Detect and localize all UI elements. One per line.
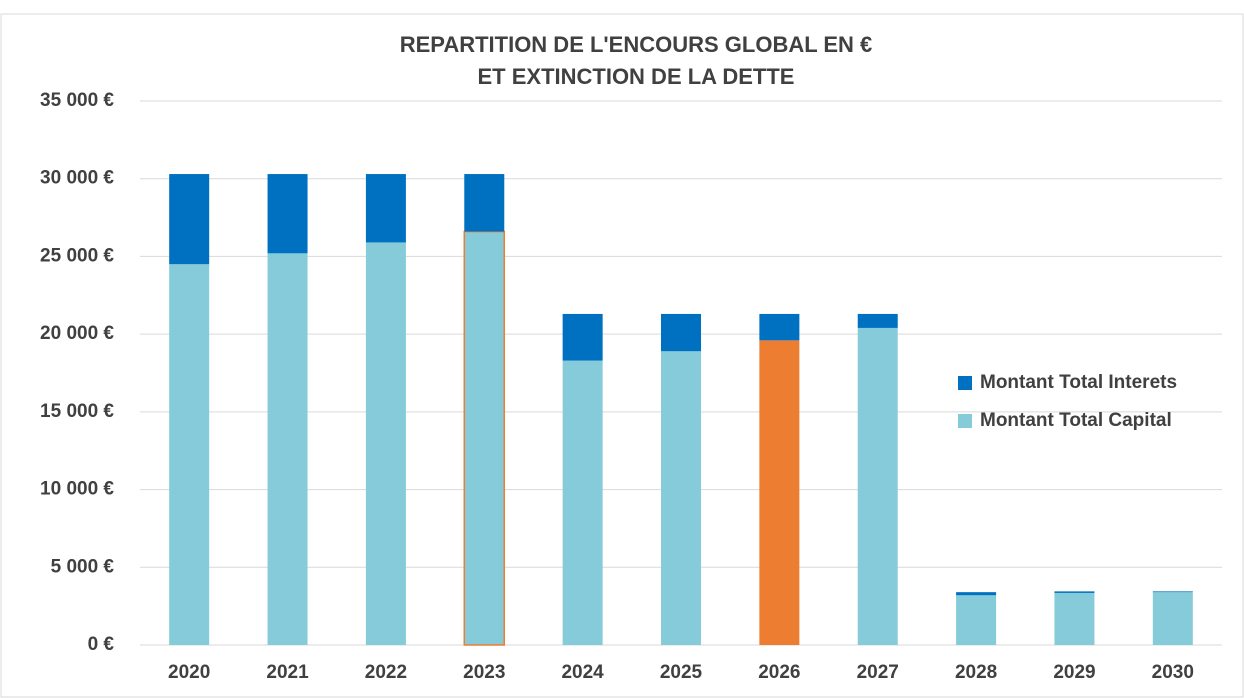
x-tick-label: 2021 xyxy=(266,662,309,683)
x-tick-label: 2028 xyxy=(955,662,997,683)
bar-segment xyxy=(857,327,898,645)
legend-swatch xyxy=(958,376,972,390)
x-tick-label: 2022 xyxy=(365,662,407,683)
bar-segment xyxy=(661,313,701,352)
legend-swatch xyxy=(958,414,972,428)
x-tick-label: 2025 xyxy=(660,662,703,683)
bar-segment xyxy=(562,313,603,361)
y-tick-label: 5 000 € xyxy=(51,556,115,577)
bar-segment xyxy=(661,351,701,645)
legend-label: Montant Total Capital xyxy=(980,410,1172,431)
y-tick-label: 35 000 € xyxy=(40,90,114,111)
bar-segment xyxy=(562,360,603,645)
bar-segment xyxy=(857,313,898,328)
y-tick-label: 20 000 € xyxy=(40,323,114,344)
bar-segment xyxy=(956,595,997,645)
x-tick-label: 2024 xyxy=(561,662,604,683)
bar-segment xyxy=(1152,592,1193,645)
chart-title: ET EXTINCTION DE LA DETTE xyxy=(478,64,795,89)
x-tick-label: 2030 xyxy=(1152,662,1194,683)
bar-segment xyxy=(365,242,406,645)
x-tick-label: 2020 xyxy=(168,662,210,683)
bar-segment xyxy=(1054,591,1095,593)
x-tick-label: 2029 xyxy=(1053,662,1095,683)
bar-segment xyxy=(1054,592,1095,645)
bar-segment xyxy=(463,230,506,646)
y-tick-label: 30 000 € xyxy=(40,168,114,189)
bar-segment xyxy=(365,174,406,243)
bar-segment xyxy=(464,174,505,232)
bar-segment xyxy=(1152,591,1193,593)
y-tick-label: 0 € xyxy=(88,634,115,655)
bar-segment xyxy=(169,264,210,645)
bar-segment xyxy=(759,340,800,645)
y-tick-label: 25 000 € xyxy=(40,245,114,266)
chart-title: REPARTITION DE L'ENCOURS GLOBAL EN € xyxy=(400,32,873,57)
x-tick-label: 2026 xyxy=(758,662,800,683)
bar-segment xyxy=(956,592,997,596)
x-tick-label: 2023 xyxy=(463,662,505,683)
bar-segment xyxy=(169,174,210,265)
bar-segment xyxy=(267,174,308,254)
y-tick-label: 10 000 € xyxy=(40,479,114,500)
bar-segment xyxy=(267,253,308,645)
legend-label: Montant Total Interets xyxy=(980,372,1177,393)
bar-segment xyxy=(759,313,800,341)
y-tick-label: 15 000 € xyxy=(40,401,114,422)
x-tick-label: 2027 xyxy=(857,662,899,683)
